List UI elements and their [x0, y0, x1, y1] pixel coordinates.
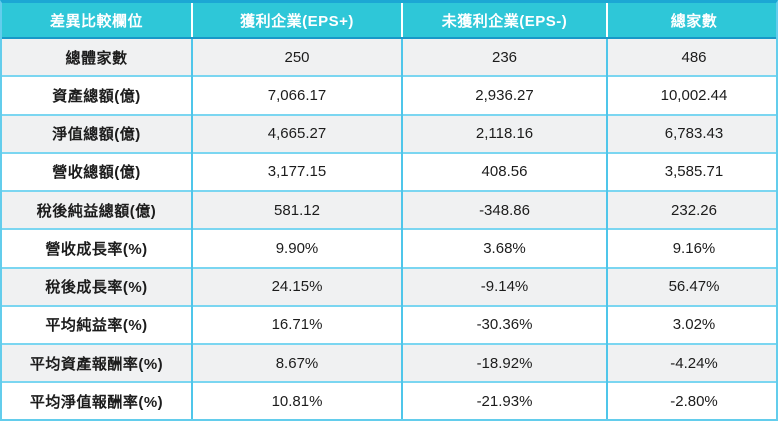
row-label: 淨值總額(億): [2, 113, 192, 153]
table-row: 營收總額(億) 3,177.15 408.56 3,585.71: [2, 151, 776, 192]
table-header-row: 差異比較欄位 獲利企業(EPS+) 未獲利企業(EPS-) 總家數: [2, 3, 776, 39]
cell-value: 2,118.16: [401, 113, 607, 153]
cell-value: 3.68%: [401, 228, 607, 268]
cell-value: 9.16%: [606, 228, 776, 268]
cell-value: 3,585.71: [606, 151, 776, 192]
row-label: 稅後純益總額(億): [2, 190, 192, 230]
cell-value: 3,177.15: [191, 151, 402, 192]
cell-value: 581.12: [191, 190, 402, 230]
cell-value: 56.47%: [606, 266, 776, 306]
cell-value: -30.36%: [401, 304, 607, 345]
cell-value: -4.24%: [606, 343, 776, 383]
cell-value: 24.15%: [191, 266, 402, 306]
table-row: 營收成長率(%) 9.90% 3.68% 9.16%: [2, 228, 776, 268]
table-row: 平均純益率(%) 16.71% -30.36% 3.02%: [2, 304, 776, 345]
table-row: 淨值總額(億) 4,665.27 2,118.16 6,783.43: [2, 113, 776, 153]
column-header-3: 總家數: [606, 3, 776, 39]
cell-value: 3.02%: [606, 304, 776, 345]
cell-value: -348.86: [401, 190, 607, 230]
cell-value: 7,066.17: [191, 75, 402, 115]
cell-value: 250: [191, 38, 402, 77]
cell-value: 4,665.27: [191, 113, 402, 153]
cell-value: 16.71%: [191, 304, 402, 345]
cell-value: 6,783.43: [606, 113, 776, 153]
cell-value: 2,936.27: [401, 75, 607, 115]
cell-value: 10.81%: [191, 381, 402, 419]
comparison-table: 差異比較欄位 獲利企業(EPS+) 未獲利企業(EPS-) 總家數 總體家數 250 23…: [2, 3, 776, 419]
cell-value: 236: [401, 38, 607, 77]
table-body: 總體家數 250 236 486 資產總額(億) 7,066.17 2,936.27 10,0…: [2, 38, 776, 419]
cell-value: -2.80%: [606, 381, 776, 419]
row-label: 資產總額(億): [2, 75, 192, 115]
cell-value: 486: [606, 38, 776, 77]
cell-value: 232.26: [606, 190, 776, 230]
cell-value: -21.93%: [401, 381, 607, 419]
table-row: 平均淨值報酬率(%) 10.81% -21.93% -2.80%: [2, 381, 776, 419]
cell-value: -18.92%: [401, 343, 607, 383]
row-label: 營收成長率(%): [2, 228, 192, 268]
row-label: 總體家數: [2, 38, 192, 77]
table-row: 資產總額(億) 7,066.17 2,936.27 10,002.44: [2, 75, 776, 115]
cell-value: 8.67%: [191, 343, 402, 383]
row-label: 平均純益率(%): [2, 304, 192, 345]
row-label: 平均資產報酬率(%): [2, 343, 192, 383]
table-row: 總體家數 250 236 486: [2, 38, 776, 77]
table-row: 稅後成長率(%) 24.15% -9.14% 56.47%: [2, 266, 776, 306]
column-header-1: 獲利企業(EPS+): [191, 3, 402, 39]
table-row: 平均資產報酬率(%) 8.67% -18.92% -4.24%: [2, 343, 776, 383]
cell-value: 10,002.44: [606, 75, 776, 115]
cell-value: -9.14%: [401, 266, 607, 306]
row-label: 平均淨值報酬率(%): [2, 381, 192, 419]
column-header-2: 未獲利企業(EPS-): [401, 3, 607, 39]
table-row: 稅後純益總額(億) 581.12 -348.86 232.26: [2, 190, 776, 230]
cell-value: 408.56: [401, 151, 607, 192]
row-label: 稅後成長率(%): [2, 266, 192, 306]
row-label: 營收總額(億): [2, 151, 192, 192]
column-header-0: 差異比較欄位: [2, 3, 192, 39]
cell-value: 9.90%: [191, 228, 402, 268]
